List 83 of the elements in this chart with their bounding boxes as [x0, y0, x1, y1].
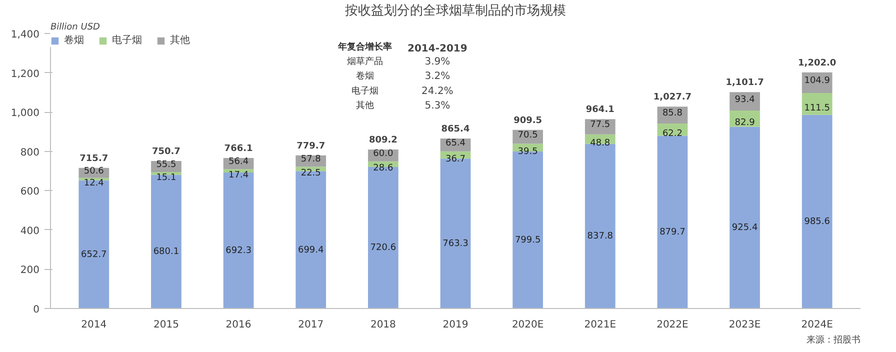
data-label: 50.6	[84, 166, 104, 176]
x-tick-label: 2020E	[512, 320, 544, 330]
x-tick-label: 2017	[298, 320, 324, 330]
bar	[151, 174, 182, 308]
bar	[584, 119, 616, 134]
data-label: 837.8	[587, 232, 614, 242]
total-label: 1,027.7	[653, 92, 692, 103]
data-label: 879.7	[660, 228, 686, 238]
y-tick-label: 800	[20, 147, 40, 158]
data-label: 692.3	[226, 246, 252, 256]
x-tick-label: 2015	[153, 320, 179, 330]
text: 卷烟 3.2%	[356, 71, 450, 82]
data-label: 763.3	[442, 239, 468, 250]
total-label: 766.1	[224, 144, 253, 154]
x-tick-label: 2014	[81, 320, 107, 330]
source-note: 来源：招股书	[806, 334, 860, 346]
data-label: 985.6	[804, 217, 830, 228]
data-label: 82.9	[734, 118, 756, 128]
y-tick-label: 200	[20, 265, 40, 276]
y-tick-label: 1,200	[10, 68, 40, 80]
data-label: 65.4	[445, 138, 466, 148]
data-label: 93.4	[734, 94, 756, 105]
total-label: 865.4	[441, 124, 470, 135]
text: 年复合增长率 2014-2019	[338, 42, 468, 54]
legend-label: 卷烟	[64, 34, 84, 47]
data-label: 12.4	[84, 178, 104, 189]
x-tick-label: 2016	[226, 320, 252, 330]
bar	[802, 114, 832, 308]
bar	[657, 136, 688, 308]
data-label: 56.4	[228, 157, 249, 168]
bar	[78, 180, 110, 308]
data-label: 15.1	[156, 172, 176, 183]
x-tick-label: 2023E	[728, 320, 761, 330]
x-tick-label: 2018	[370, 320, 396, 330]
chart-title: 按收益划分的全球烟草制品的市场规模	[345, 4, 566, 18]
total-label: 809.2	[368, 136, 398, 146]
data-label: 22.5	[300, 168, 321, 178]
y-tick-label: 600	[20, 186, 40, 198]
total-label: 779.7	[296, 141, 326, 152]
data-label: 70.5	[518, 130, 538, 140]
text: 其他 5.3%	[356, 100, 450, 112]
total-label: 909.5	[514, 116, 542, 126]
data-label: 77.5	[590, 120, 610, 130]
data-label: 652.7	[81, 250, 107, 260]
y-tick-label: 1,000	[10, 108, 40, 120]
legend-label: 其他	[170, 34, 190, 47]
total-label: 750.7	[152, 147, 180, 158]
bar	[730, 126, 760, 308]
data-label: 85.8	[662, 108, 683, 119]
bar	[730, 92, 760, 110]
x-tick-label: 2024E	[801, 320, 834, 330]
y-axis-title: Billion USD	[50, 22, 100, 32]
data-label: 17.4	[228, 170, 249, 180]
data-label: 48.8	[590, 138, 610, 149]
x-tick-label: 2019	[442, 320, 468, 330]
data-label: 28.6	[373, 164, 394, 174]
x-tick-label: 2022E	[656, 320, 688, 330]
bar	[223, 172, 254, 308]
data-label: 62.2	[662, 129, 682, 140]
total-label: 964.1	[586, 105, 614, 116]
data-label: 55.5	[156, 160, 176, 170]
data-label: 104.9	[804, 76, 830, 86]
data-label: 799.5	[514, 235, 541, 246]
data-label: 57.8	[300, 154, 322, 165]
y-tick-label: 1,400	[10, 30, 40, 40]
data-label: 111.5	[804, 103, 830, 114]
total-label: 715.7	[80, 154, 108, 164]
bar	[802, 93, 832, 115]
x-tick-label: 2021E	[584, 320, 616, 330]
total-label: 1,101.7	[726, 78, 764, 88]
data-label: 720.6	[370, 243, 396, 254]
total-label: 1,202.0	[798, 58, 836, 68]
data-label: 36.7	[445, 154, 466, 164]
y-tick-label: 400	[20, 226, 40, 237]
legend-label: 电子烟	[112, 34, 142, 47]
data-label: 699.4	[298, 245, 324, 256]
data-label: 925.4	[732, 223, 758, 234]
data-label: 39.5	[518, 147, 538, 158]
text: 电子烟 24.2%	[352, 86, 454, 97]
data-label: 680.1	[153, 247, 180, 258]
y-tick-label: 0	[33, 304, 40, 316]
data-label: 60.0	[373, 148, 394, 159]
text: 烟草产品 3.9%	[347, 56, 450, 68]
